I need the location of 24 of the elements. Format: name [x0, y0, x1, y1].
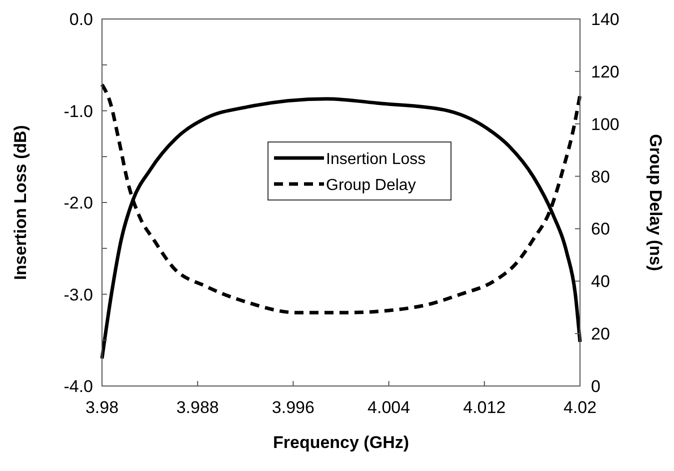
y-axis-title: Insertion Loss (dB) [11, 125, 30, 280]
x-tick-label: 4.02 [563, 398, 597, 417]
y2-tick-label: 100 [591, 114, 620, 134]
y2-tick-label: 40 [591, 272, 610, 292]
y2-tick-label: 20 [591, 324, 610, 344]
y2-tick-label: 0 [591, 377, 600, 396]
y2-axis-title: Group Delay (ns) [646, 134, 665, 271]
y-tick-label: 0.0 [69, 10, 93, 29]
y-tick-label: -1.0 [64, 102, 93, 121]
y2-tick-label: 80 [591, 167, 610, 186]
x-tick-label: 3.988 [176, 398, 219, 417]
y-tick-label: -2.0 [64, 194, 93, 212]
y-tick-label: -3.0 [64, 285, 93, 304]
x-tick-label: 3.996 [272, 398, 314, 417]
y2-tick-label: 140 [591, 10, 620, 29]
y-tick-label: -4.0 [64, 377, 93, 396]
x-tick-label: 3.98 [85, 398, 119, 417]
y2-tick-label: 60 [591, 220, 610, 239]
x-tick-label: 4.004 [368, 398, 410, 417]
y2-tick-label: 120 [591, 62, 620, 82]
x-tick-label: 4.012 [463, 398, 506, 417]
legend-label: Insertion Loss [326, 151, 426, 168]
x-axis-title: Frequency (GHz) [272, 433, 410, 452]
legend-label: Group Delay [326, 177, 416, 194]
